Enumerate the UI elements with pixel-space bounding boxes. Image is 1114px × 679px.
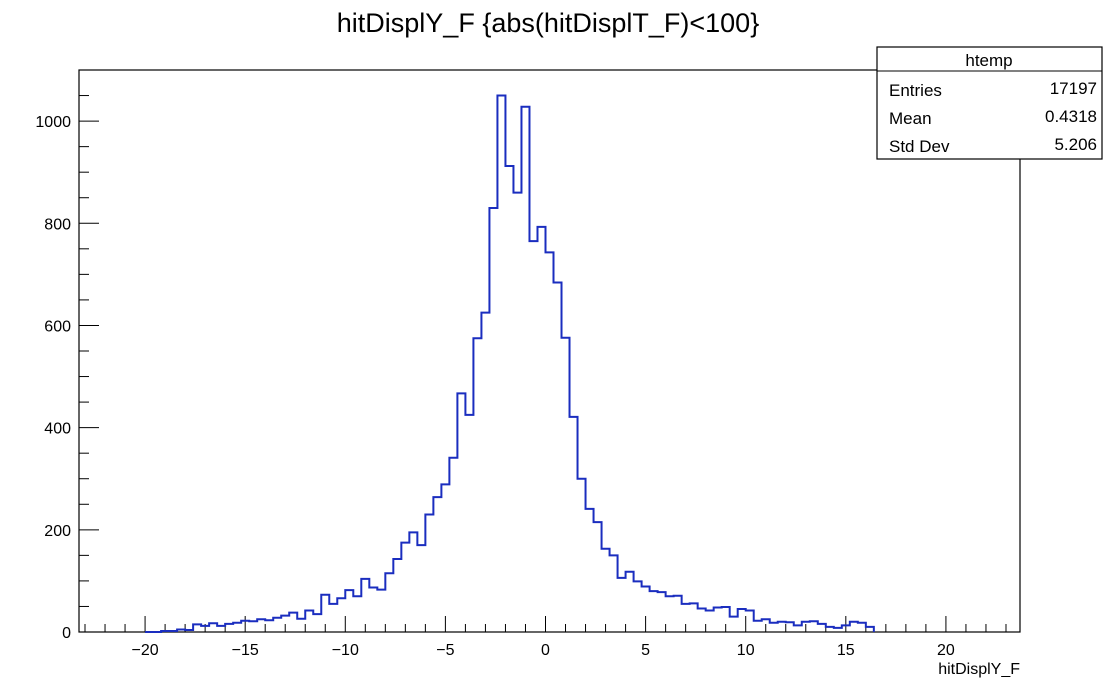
x-tick-label: 0 bbox=[541, 642, 550, 659]
x-tick-label: −20 bbox=[131, 642, 158, 659]
x-tick-label: 10 bbox=[737, 642, 755, 659]
x-tick-label: 5 bbox=[641, 642, 650, 659]
x-tick-label: −5 bbox=[436, 642, 454, 659]
y-tick-label: 400 bbox=[44, 421, 71, 438]
stats-stddev-label: Std Dev bbox=[889, 137, 950, 156]
stats-box: htemp Entries 17197 Mean 0.4318 Std Dev … bbox=[876, 46, 1103, 160]
stats-stddev-value: 5.206 bbox=[1054, 135, 1097, 154]
x-tick-label: 15 bbox=[837, 642, 855, 659]
y-tick-label: 200 bbox=[44, 523, 71, 540]
stats-box-frame bbox=[876, 46, 1103, 160]
y-tick-label: 600 bbox=[44, 318, 71, 335]
stats-mean-value: 0.4318 bbox=[1045, 107, 1097, 126]
stats-box-title: htemp bbox=[965, 51, 1012, 70]
x-tick-label: 20 bbox=[937, 642, 955, 659]
stats-mean-label: Mean bbox=[889, 109, 932, 128]
chart-title: hitDisplY_F {abs(hitDisplT_F)<100} bbox=[337, 8, 759, 38]
x-tick-label: −15 bbox=[232, 642, 259, 659]
stats-entries-label: Entries bbox=[889, 81, 942, 100]
y-tick-label: 800 bbox=[44, 216, 71, 233]
stats-entries-value: 17197 bbox=[1050, 79, 1097, 98]
y-tick-label: 0 bbox=[62, 625, 71, 642]
x-axis: −20 −15 −10 −5 0 5 10 15 20 bbox=[84, 616, 1007, 659]
x-axis-label: hitDisplY_F bbox=[938, 661, 1020, 678]
x-tick-label: −10 bbox=[332, 642, 359, 659]
histogram-outline bbox=[145, 94, 875, 633]
y-tick-label: 1000 bbox=[35, 114, 71, 131]
y-axis: 0 200 400 600 800 1000 bbox=[35, 69, 99, 642]
